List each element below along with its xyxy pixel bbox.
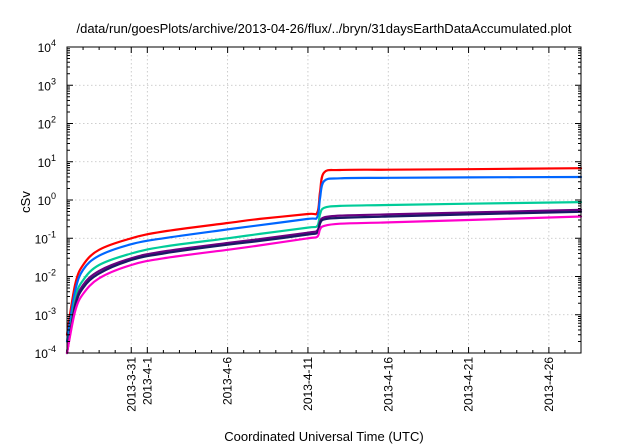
y-tick-label: 100 (38, 191, 56, 208)
series-line-5 (65, 210, 583, 355)
x-tick-label: 2013-4-11 (301, 357, 315, 411)
x-tick-labels: 2013-3-31 2013-4-1 2013-4-6 2013-4-11 2013-4… (124, 357, 556, 412)
x-tick-label: 2013-4-6 (221, 357, 235, 405)
y-tick-label: 10-2 (35, 268, 56, 285)
x-tick-label: 2013-3-31 (124, 357, 138, 412)
y-tick-label: 103 (38, 76, 56, 93)
axis-ticks (66, 46, 582, 354)
x-tick-label: 2013-4-1 (140, 357, 154, 405)
series-line-2 (65, 175, 583, 343)
y-axis-label: cSv (18, 191, 33, 213)
y-tick-labels: 10-4 10-3 10-2 10-1 100 101 102 103 104 (35, 38, 56, 361)
y-tick-label: 10-4 (35, 344, 56, 361)
series-group (65, 167, 583, 355)
y-tick-label: 102 (38, 115, 56, 132)
series-line-1 (65, 167, 583, 336)
y-tick-label: 104 (38, 38, 56, 55)
chart-title: /data/run/goesPlots/archive/2013-04-26/f… (76, 21, 571, 36)
x-axis-label: Coordinated Universal Time (UTC) (224, 429, 423, 444)
x-tick-label: 2013-4-16 (381, 357, 395, 412)
x-tick-label: 2013-4-26 (542, 357, 556, 412)
series-line-4 (65, 208, 583, 355)
x-tick-label: 2013-4-21 (462, 357, 476, 412)
series-line-6 (65, 215, 583, 355)
y-tick-label: 10-3 (35, 306, 56, 323)
y-tick-label: 101 (38, 153, 56, 170)
grid (67, 47, 581, 353)
y-tick-label: 10-1 (35, 229, 56, 246)
series-line-3 (65, 201, 583, 355)
